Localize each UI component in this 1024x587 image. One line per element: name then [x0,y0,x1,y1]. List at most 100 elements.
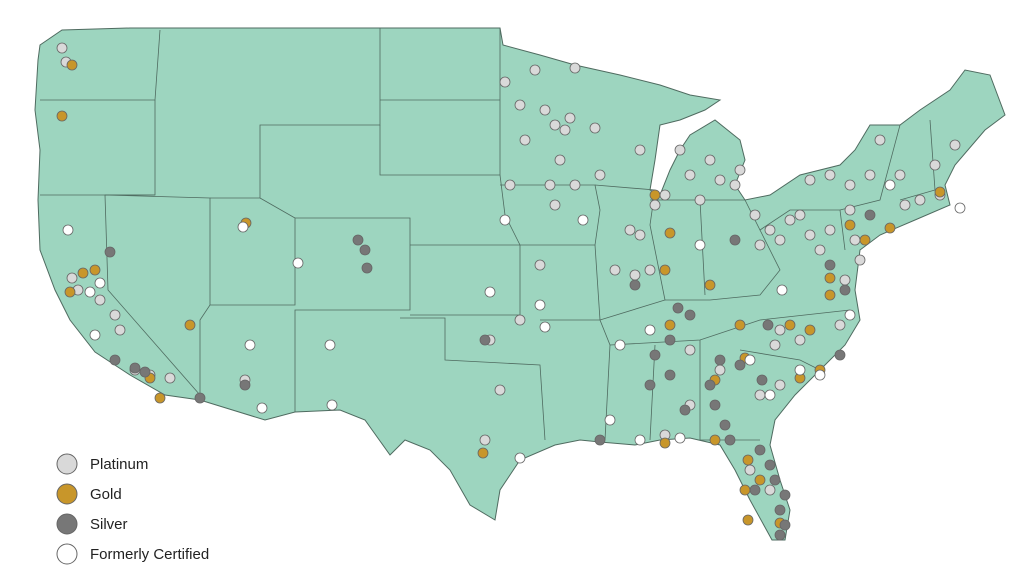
location-dot [89,329,101,341]
location-dot [664,369,676,381]
location-dot [884,179,896,191]
legend-swatch [56,483,78,505]
location-dot [709,399,721,411]
location-dot [684,169,696,181]
location-dot [89,264,101,276]
location-dot [679,404,691,416]
location-dot [824,272,836,284]
location-dot [894,169,906,181]
location-dot [764,484,776,496]
location-dot [164,372,176,384]
location-dot [754,239,766,251]
location-dot [56,42,68,54]
location-dot [742,514,754,526]
location-dot [749,484,761,496]
location-dot [734,359,746,371]
location-dot [114,324,126,336]
location-dot [859,234,871,246]
location-dot [62,224,74,236]
location-dot [154,392,166,404]
location-dot [634,229,646,241]
location-dot [814,369,826,381]
location-dot [644,264,656,276]
location-dot [534,259,546,271]
location-dot [762,319,774,331]
location-dot [359,244,371,256]
location-dot [649,199,661,211]
location-dot [774,234,786,246]
location-dot [804,174,816,186]
location-dot [624,224,636,236]
location-dot [834,319,846,331]
location-dot [794,334,806,346]
location-dot [804,324,816,336]
location-dot [634,144,646,156]
location-dot [94,277,106,289]
location-dot [794,209,806,221]
location-dot [694,194,706,206]
location-dot [672,302,684,314]
legend: Platinum Gold Silver Formerly Certified [56,453,209,565]
location-dot [849,234,861,246]
location-dot [729,234,741,246]
location-dot [94,294,106,306]
location-dot [326,399,338,411]
location-dot [352,234,364,246]
location-dot [714,174,726,186]
location-dot [604,414,616,426]
location-dot [674,144,686,156]
location-dot [109,309,121,321]
location-dot [749,209,761,221]
location-dot [854,254,866,266]
location-dot [704,279,716,291]
location-dot [361,262,373,274]
location-dot [774,504,786,516]
location-dot [744,354,756,366]
location-dot [814,244,826,256]
location-dot [774,529,786,541]
legend-label: Silver [90,516,128,533]
location-dot [514,99,526,111]
location-dot [839,284,851,296]
location-dot [64,286,76,298]
location-dot [499,76,511,88]
location-dot [494,384,506,396]
location-dot [739,484,751,496]
location-dot [589,122,601,134]
location-dot [256,402,268,414]
location-dot [914,194,926,206]
location-dot [84,286,96,298]
locations [56,42,966,541]
location-dot [484,286,496,298]
location-dot [754,474,766,486]
location-dot [824,289,836,301]
location-dot [564,112,576,124]
location-dot [609,264,621,276]
location-dot [569,62,581,74]
location-dot [844,309,856,321]
location-dot [66,272,78,284]
location-dot [649,189,661,201]
location-dot [139,366,151,378]
location-dot [742,454,754,466]
location-dot [529,64,541,76]
location-dot [754,444,766,456]
location-dot [504,179,516,191]
location-dot [664,334,676,346]
location-dot [539,321,551,333]
location-dot [594,169,606,181]
location-dot [479,334,491,346]
location-dot [929,159,941,171]
location-dot [549,199,561,211]
location-dot [554,154,566,166]
location-dot [714,354,726,366]
location-dot [104,246,116,258]
location-dot [774,379,786,391]
legend-label: Formerly Certified [90,546,209,563]
location-dot [794,364,806,376]
legend-swatch [56,513,78,535]
location-dot [824,169,836,181]
location-dot [659,264,671,276]
